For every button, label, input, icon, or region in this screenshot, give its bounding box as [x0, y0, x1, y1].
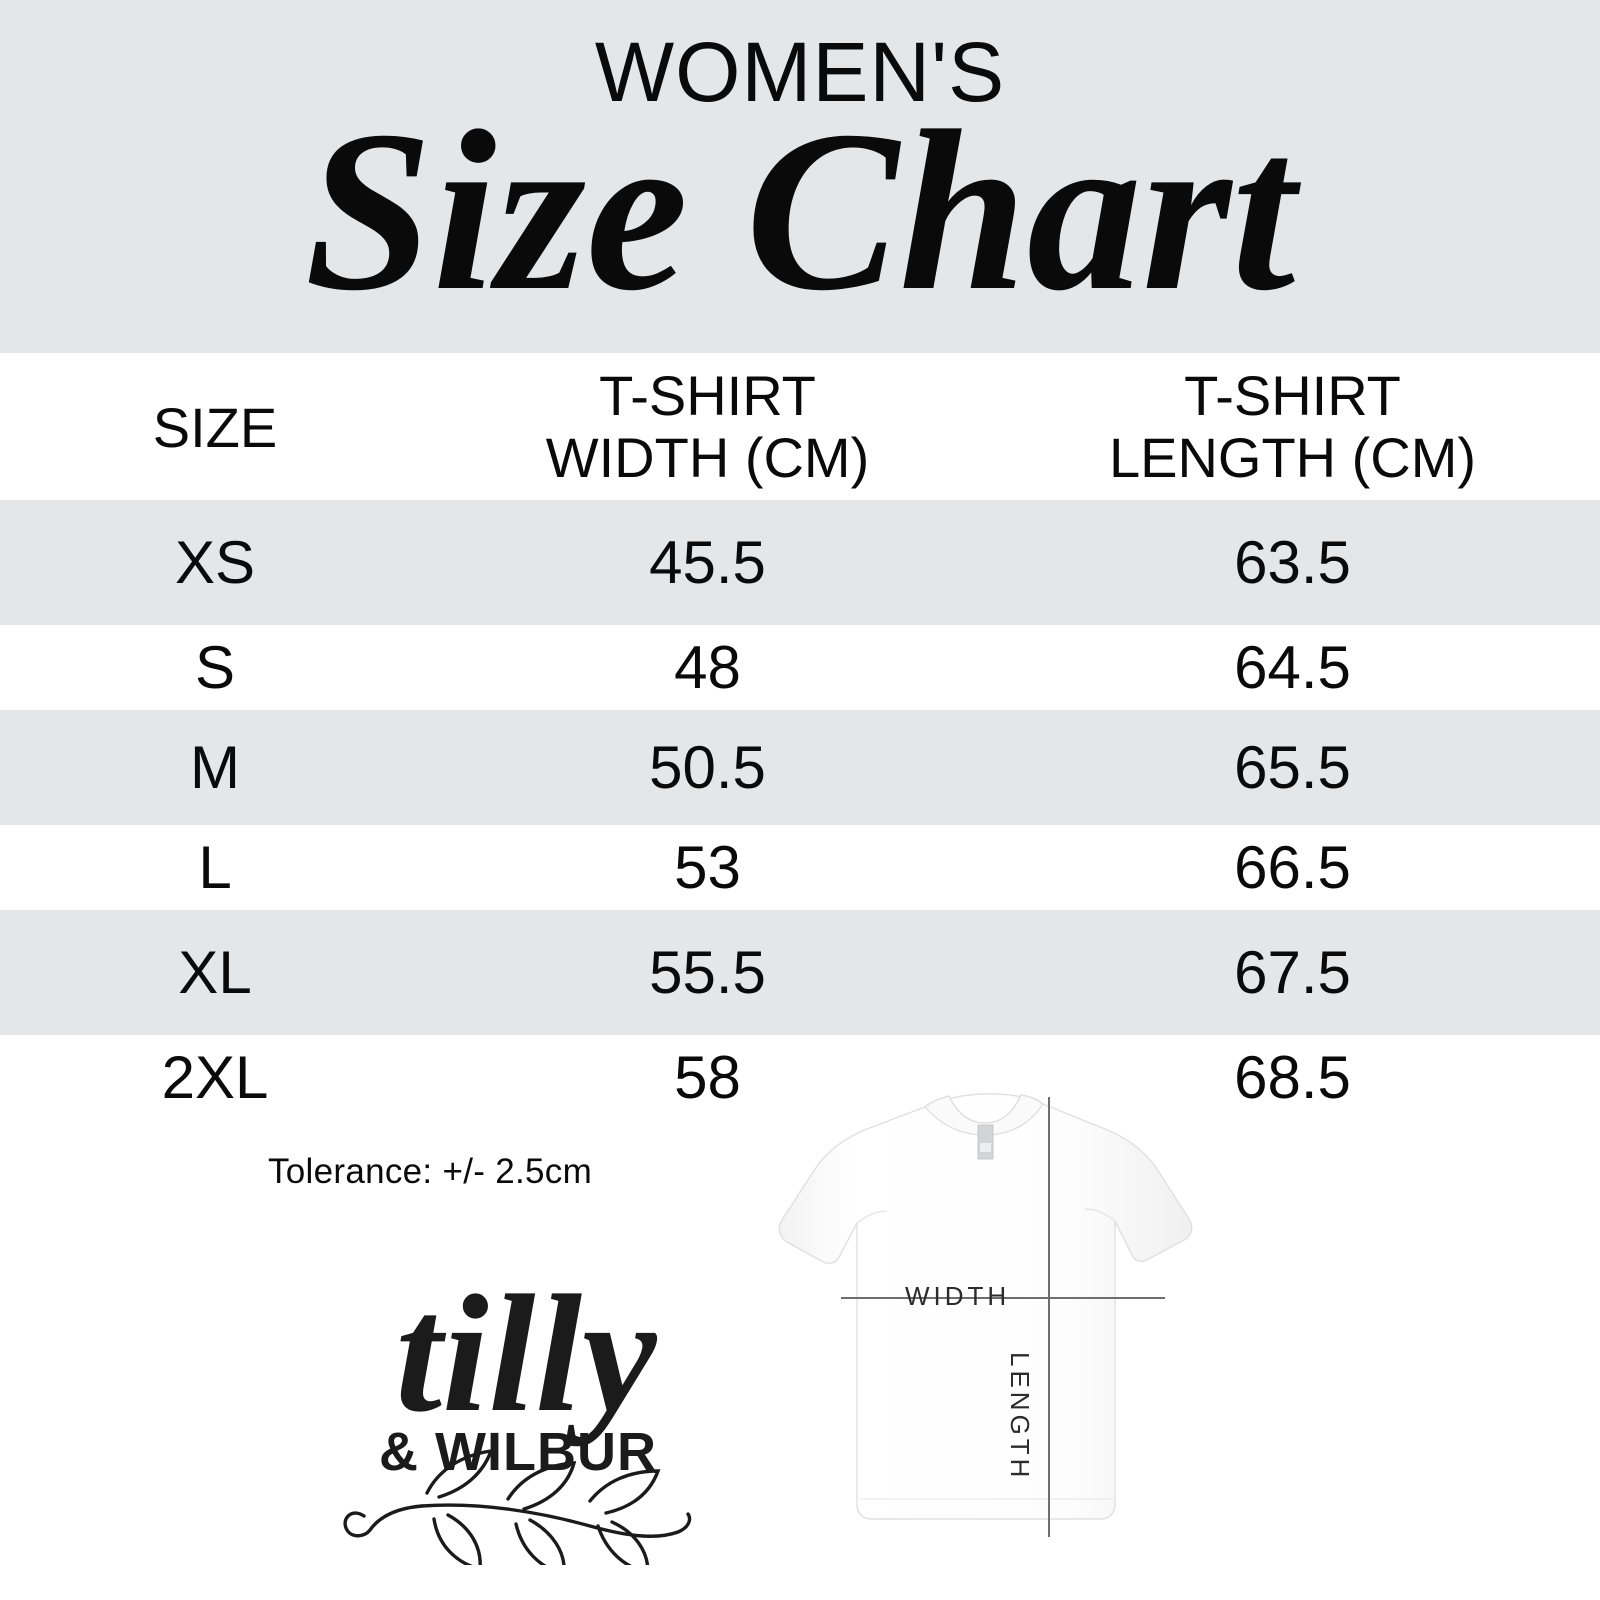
cell-size: L: [198, 833, 232, 901]
column-header-width-line2: WIDTH (CM): [545, 425, 870, 489]
cell-size: 2XL: [161, 1043, 269, 1111]
table-row: M 50.5 65.5: [0, 710, 1600, 825]
cell-size: XL: [178, 938, 252, 1006]
table-row: S 48 64.5: [0, 625, 1600, 710]
page-title-text: Size Chart: [305, 110, 1302, 338]
table-header-row: SIZE T-SHIRT WIDTH (CM) T-SHIRT LENGTH (…: [0, 353, 1600, 500]
width-measurement-label: WIDTH: [905, 1281, 1011, 1311]
page-title: Size Chart: [0, 110, 1600, 340]
cell-size: M: [190, 733, 240, 801]
table-row: XL 55.5 67.5: [0, 910, 1600, 1035]
cell-length: 65.5: [1234, 733, 1351, 801]
cell-length: 66.5: [1234, 833, 1351, 901]
cell-length: 67.5: [1234, 938, 1351, 1006]
length-measurement-label: LENGTH: [1005, 1352, 1035, 1482]
cell-width: 50.5: [649, 733, 766, 801]
laurel-branch-icon: [343, 1448, 692, 1565]
page-eyebrow-title: WOMEN'S: [594, 25, 1006, 119]
header-band: [0, 0, 1600, 353]
column-header-length: T-SHIRT LENGTH (CM): [985, 363, 1600, 489]
column-header-width-line1: T-SHIRT: [599, 363, 816, 427]
cell-length: 63.5: [1234, 528, 1351, 596]
column-header-size: SIZE: [0, 395, 430, 459]
cell-width: 55.5: [649, 938, 766, 1006]
column-header-length-line2: LENGTH (CM): [1108, 425, 1477, 489]
brand-secondary-name: & WILBUR: [379, 1422, 657, 1482]
column-header-length-line1: T-SHIRT: [1184, 363, 1401, 427]
cell-length: 68.5: [1234, 1043, 1351, 1111]
cell-size: XS: [174, 528, 256, 596]
cell-width: 58: [674, 1043, 741, 1111]
size-table: SIZE T-SHIRT WIDTH (CM) T-SHIRT LENGTH (…: [0, 353, 1600, 1600]
table-row: XS 45.5 63.5: [0, 500, 1600, 625]
cell-width: 45.5: [649, 528, 766, 596]
cell-width: 53: [674, 833, 741, 901]
cell-width: 48: [674, 633, 741, 701]
table-row: 2XL 58 68.5: [0, 1035, 1600, 1120]
cell-length: 64.5: [1234, 633, 1351, 701]
care-label-icon: [977, 1124, 994, 1160]
table-row: L 53 66.5: [0, 825, 1600, 910]
tolerance-note: Tolerance: +/- 2.5cm: [267, 1152, 593, 1191]
tshirt-diagram: [775, 1085, 1215, 1565]
column-header-width: T-SHIRT WIDTH (CM): [430, 363, 985, 489]
brand-script-name: tilly: [395, 1261, 658, 1447]
column-header-size-line1: SIZE: [152, 395, 278, 459]
brand-logo: tilly & WILBUR: [330, 1235, 720, 1565]
cell-size: S: [194, 633, 236, 701]
